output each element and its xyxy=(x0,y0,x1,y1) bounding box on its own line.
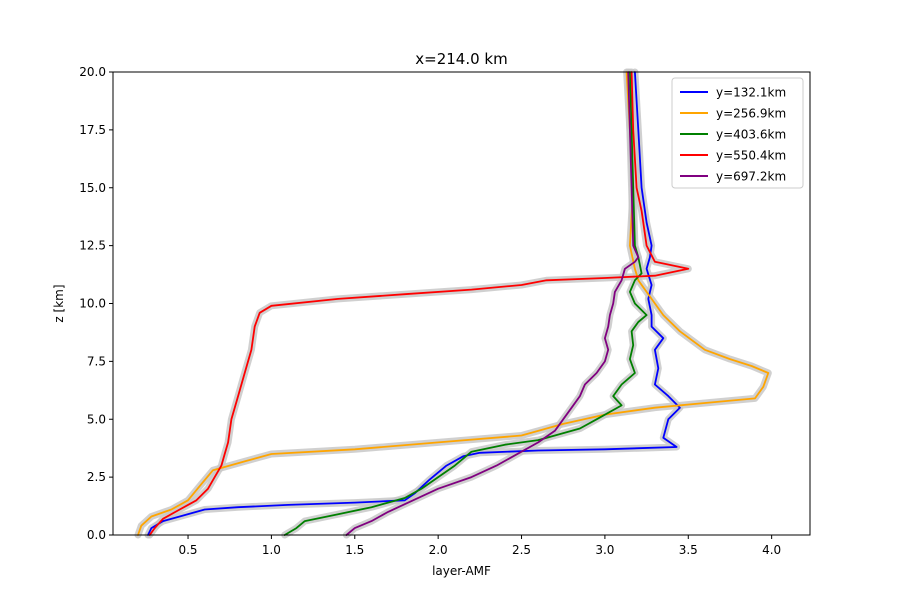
x-tick-label: 3.5 xyxy=(679,543,698,557)
x-axis-ticks: 0.5 1.0 1.5 2.0 2.5 3.0 3.5 4.0 xyxy=(178,535,781,557)
legend-box xyxy=(671,77,804,189)
x-tick-label: 3.0 xyxy=(595,543,614,557)
legend-label-y-697-2km: y=697.2km xyxy=(716,170,786,184)
y-axis-label: z [km] xyxy=(52,284,66,322)
y-tick-label: 15.0 xyxy=(79,181,106,195)
legend-label-y-550-4km: y=550.4km xyxy=(716,149,786,163)
x-tick-label: 2.0 xyxy=(429,543,448,557)
series-line-y-697-2km xyxy=(345,71,640,536)
x-axis-label: layer-AMF xyxy=(432,564,491,578)
legend: y=132.1km y=256.9km y=403.6km y=550.4km y=69… xyxy=(671,77,804,189)
x-tick-label: 2.5 xyxy=(512,543,531,557)
series-line-y-256-9km xyxy=(137,71,770,536)
series-line-y-132-1km xyxy=(147,71,681,536)
series-lines xyxy=(137,71,770,536)
y-tick-label: 5.0 xyxy=(87,412,106,426)
legend-label-y-256-9km: y=256.9km xyxy=(716,107,786,121)
y-tick-label: 0.0 xyxy=(87,528,106,542)
x-tick-label: 1.5 xyxy=(345,543,364,557)
y-axis-ticks: 0.0 2.5 5.0 7.5 10.0 12.5 15.0 17.5 20.0 xyxy=(79,65,113,542)
legend-label-y-403-6km: y=403.6km xyxy=(716,128,786,142)
y-tick-label: 20.0 xyxy=(79,65,106,79)
series-line-y-550-4km xyxy=(148,71,690,536)
chart-title: x=214.0 km xyxy=(415,50,507,68)
x-tick-label: 1.0 xyxy=(262,543,281,557)
x-tick-label: 0.5 xyxy=(178,543,197,557)
y-tick-label: 2.5 xyxy=(87,470,106,484)
y-tick-label: 7.5 xyxy=(87,354,106,368)
x-tick-label: 4.0 xyxy=(762,543,781,557)
y-tick-label: 12.5 xyxy=(79,239,106,253)
legend-label-y-132-1km: y=132.1km xyxy=(716,86,786,100)
y-tick-label: 17.5 xyxy=(79,123,106,137)
y-tick-label: 10.0 xyxy=(79,297,106,311)
